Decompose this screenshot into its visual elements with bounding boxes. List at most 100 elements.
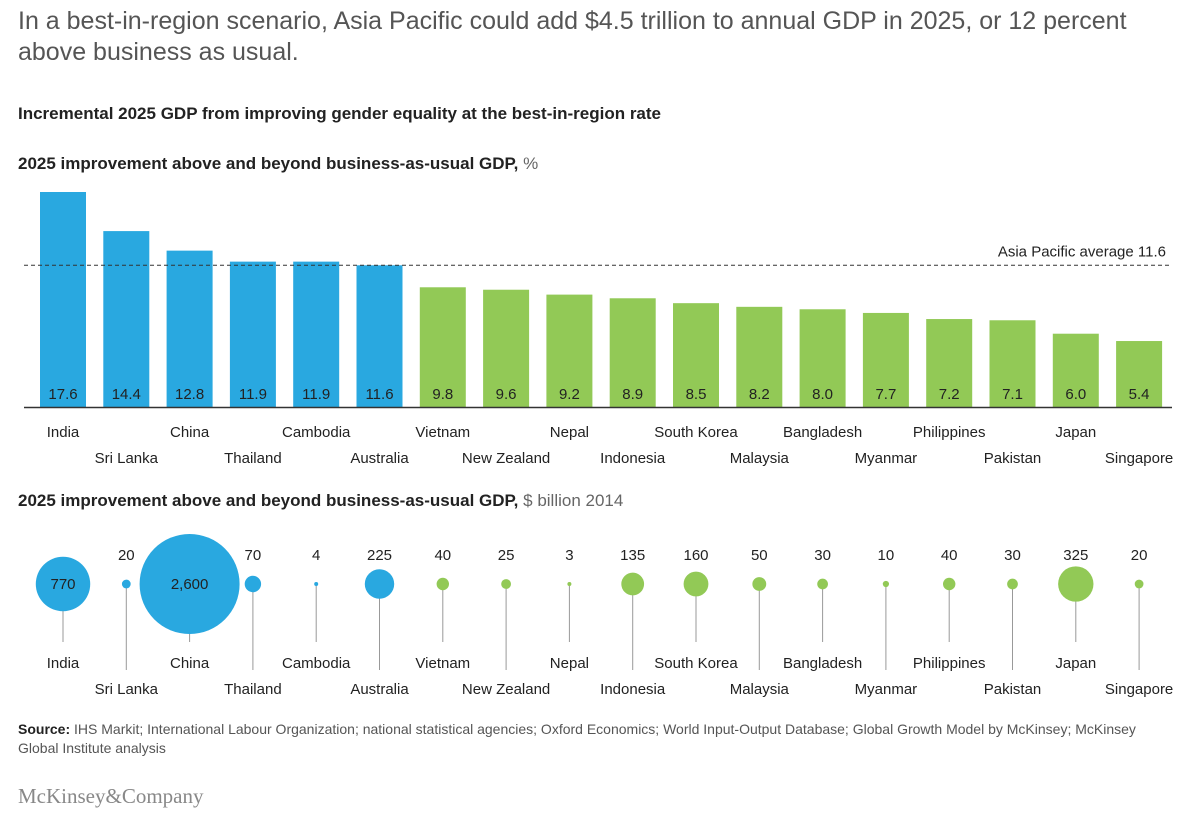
bar-category-label: China <box>170 424 210 441</box>
bubble-value-label: 325 <box>1063 547 1088 564</box>
bar-malaysia <box>736 306 783 407</box>
bubble-category-label: Singapore <box>1105 681 1173 698</box>
bubble-category-label: New Zealand <box>462 681 550 698</box>
bar-value-label: 17.6 <box>48 386 77 403</box>
bubble-south-korea <box>683 571 709 597</box>
bar-chart-title: 2025 improvement above and beyond busine… <box>18 154 538 174</box>
bar-value-label: 9.2 <box>559 386 580 403</box>
bubble-value-label: 10 <box>878 547 895 564</box>
bubble-japan <box>1058 566 1094 602</box>
headline: In a best-in-region scenario, Asia Pacif… <box>18 7 1127 66</box>
bubble-value-label: 40 <box>941 547 958 564</box>
bar-value-label: 9.8 <box>432 386 453 403</box>
bar-category-label: Sri Lanka <box>95 450 159 467</box>
bar-category-label: New Zealand <box>462 450 550 467</box>
bubble-value-label: 40 <box>434 547 451 564</box>
bar-value-label: 14.4 <box>112 386 141 403</box>
bubble-cambodia <box>314 582 319 586</box>
bubble-pakistan <box>1007 578 1018 590</box>
bubble-category-label: Nepal <box>550 655 589 672</box>
bar-value-label: 12.8 <box>175 386 204 403</box>
bar-new-zealand <box>483 289 530 407</box>
average-reference-label: Asia Pacific average 11.6 <box>998 243 1166 260</box>
bubble-value-label: 135 <box>620 547 645 564</box>
bubble-new-zealand <box>501 579 512 589</box>
bubble-category-label: Australia <box>350 681 409 698</box>
bubble-value-label: 2,600 <box>171 576 209 593</box>
bubble-category-label: Vietnam <box>415 655 470 672</box>
bar-chart-title-text: 2025 improvement above and beyond busine… <box>18 154 519 173</box>
bubble-category-label: Cambodia <box>282 655 351 672</box>
bubble-category-label: Japan <box>1055 655 1096 672</box>
bubble-value-label: 4 <box>312 547 320 564</box>
bar-category-label: Indonesia <box>600 450 666 467</box>
bubble-category-label: Bangladesh <box>783 655 862 672</box>
bubble-category-label: Myanmar <box>855 681 918 698</box>
bar-category-label: Singapore <box>1105 450 1173 467</box>
bubble-category-label: Philippines <box>913 655 986 672</box>
bubble-indonesia <box>621 572 645 596</box>
bubble-chart: 770 India 20 Sri Lanka 2,600 China 70 Thailand 4… <box>35 534 1173 698</box>
bar-pakistan <box>989 320 1036 407</box>
bubble-thailand <box>244 575 262 593</box>
bubble-category-label: Indonesia <box>600 681 666 698</box>
bar-value-label: 8.0 <box>812 386 833 403</box>
bar-australia <box>356 265 403 407</box>
bar-category-label: Thailand <box>224 450 282 467</box>
bubble-value-label: 70 <box>245 547 262 564</box>
bar-chart: 17.6 India 14.4 Sri Lanka 12.8 China 11.9 Thail… <box>24 192 1173 467</box>
bar-value-label: 11.9 <box>239 386 267 403</box>
source-text: IHS Markit; International Labour Organiz… <box>18 721 1136 756</box>
bar-value-label: 8.2 <box>749 386 770 403</box>
bar-category-label: Vietnam <box>415 424 470 441</box>
bubble-philippines <box>942 577 956 591</box>
bar-vietnam <box>419 287 466 407</box>
bubble-singapore <box>1134 579 1144 589</box>
bubble-value-label: 225 <box>367 547 392 564</box>
bar-singapore <box>1116 341 1163 407</box>
bubble-category-label: Pakistan <box>984 681 1042 698</box>
bubble-value-label: 25 <box>498 547 515 564</box>
bubble-value-label: 20 <box>118 547 135 564</box>
bar-category-label: Bangladesh <box>783 424 862 441</box>
bubble-value-label: 3 <box>565 547 573 564</box>
bar-value-label: 5.4 <box>1129 386 1150 403</box>
bar-nepal <box>546 294 593 407</box>
bar-china <box>166 250 213 407</box>
source-note: Source: IHS Markit; International Labour… <box>18 720 1178 758</box>
bar-value-label: 6.0 <box>1065 386 1086 403</box>
bar-value-label: 7.7 <box>875 386 896 403</box>
bubble-sri-lanka <box>121 579 131 589</box>
chart-subtitle: Incremental 2025 GDP from improving gend… <box>18 104 662 123</box>
bar-indonesia <box>609 298 656 407</box>
bubble-category-label: Sri Lanka <box>95 681 159 698</box>
bar-value-label: 7.2 <box>939 386 960 403</box>
bar-value-label: 7.1 <box>1002 386 1023 403</box>
bubble-australia <box>364 569 395 599</box>
bar-value-label: 9.6 <box>496 386 517 403</box>
bubble-chart-title: 2025 improvement above and beyond busine… <box>18 491 623 511</box>
mckinsey-logo: McKinsey&Company <box>18 784 204 808</box>
bar-category-label: Nepal <box>550 424 589 441</box>
bar-philippines <box>926 319 973 407</box>
bubble-value-label: 770 <box>50 576 75 593</box>
bubble-india <box>35 556 91 612</box>
bubble-category-label: Thailand <box>224 681 282 698</box>
bubble-category-label: Malaysia <box>730 681 790 698</box>
bar-category-label: South Korea <box>654 424 738 441</box>
bar-value-label: 8.5 <box>686 386 707 403</box>
bar-chart-unit: % <box>523 154 539 173</box>
bar-category-label: Cambodia <box>282 424 351 441</box>
bubble-category-label: South Korea <box>654 655 738 672</box>
bar-value-label: 11.6 <box>365 386 393 403</box>
bubble-vietnam <box>436 577 450 591</box>
bar-category-label: Philippines <box>913 424 986 441</box>
bar-category-label: Pakistan <box>984 450 1042 467</box>
bar-category-label: Japan <box>1055 424 1096 441</box>
bubble-value-label: 30 <box>814 547 831 564</box>
bar-value-label: 11.9 <box>302 386 330 403</box>
bar-india <box>40 192 86 407</box>
bubble-myanmar <box>882 580 890 588</box>
bar-south-korea <box>673 303 719 407</box>
bar-bangladesh <box>799 309 846 407</box>
